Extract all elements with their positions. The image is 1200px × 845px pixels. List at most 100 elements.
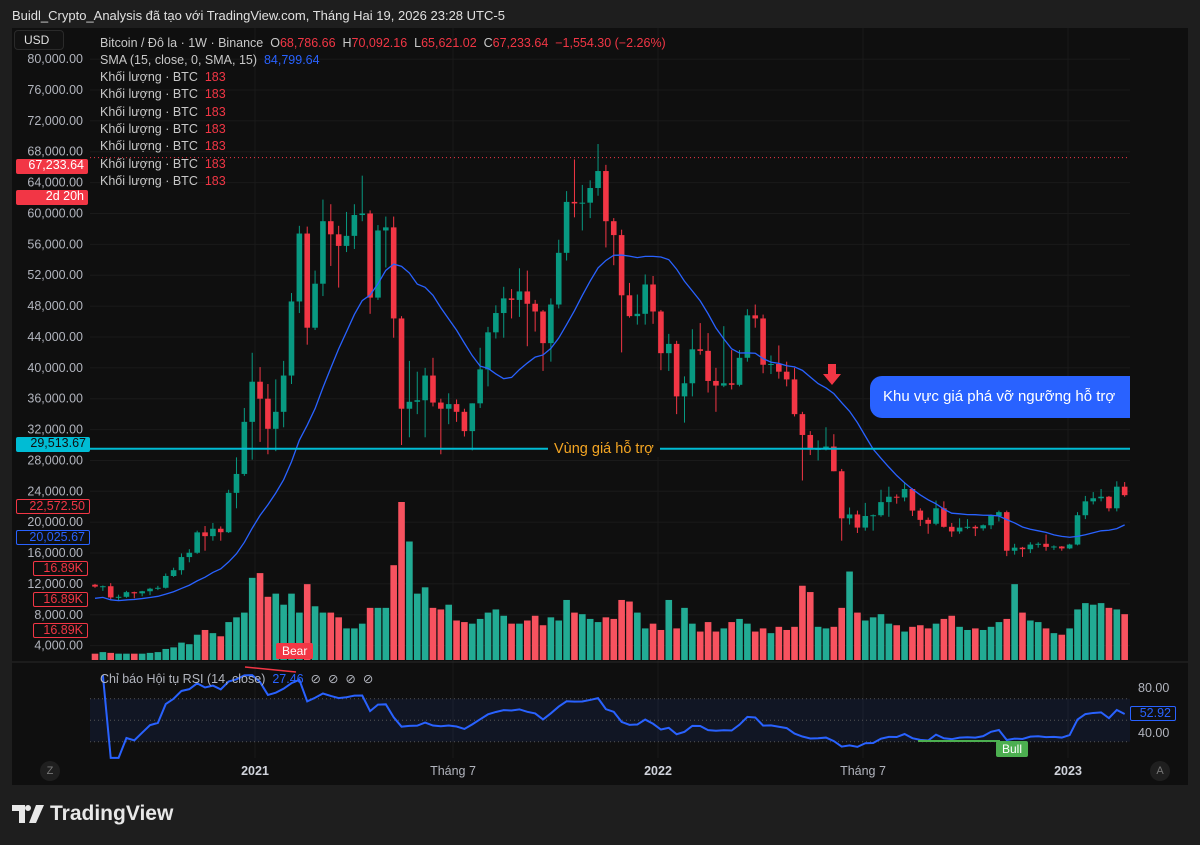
volume-bar bbox=[634, 612, 641, 660]
open-label: O bbox=[270, 36, 280, 50]
candle-body bbox=[178, 557, 185, 571]
volume-bar bbox=[814, 626, 822, 660]
candle-body bbox=[485, 332, 491, 370]
volume-bar bbox=[1003, 618, 1011, 660]
candle-body bbox=[100, 586, 106, 588]
candle-body bbox=[972, 526, 979, 529]
candle-body bbox=[335, 234, 342, 246]
volume-bar bbox=[602, 617, 610, 660]
candle-body bbox=[422, 375, 428, 401]
volume-legend[interactable]: Khối lượng · BTC 183 bbox=[100, 174, 226, 188]
candle-body bbox=[728, 383, 735, 385]
volume-bar bbox=[948, 615, 956, 660]
volume-bar bbox=[445, 604, 452, 660]
volume-bar bbox=[170, 647, 177, 660]
tradingview-logo[interactable]: TradingView bbox=[12, 802, 173, 826]
volume-bar bbox=[641, 628, 649, 660]
volume-bar bbox=[524, 620, 531, 660]
support-zone-label[interactable]: Vùng giá hỗ trợ bbox=[548, 441, 660, 457]
candle-body bbox=[1003, 512, 1010, 551]
volume-bar bbox=[225, 622, 232, 660]
candle-body bbox=[320, 221, 326, 284]
y-axis-tick: 44,000.00 bbox=[27, 330, 83, 344]
candle-body bbox=[461, 411, 468, 432]
candle-body bbox=[673, 343, 680, 397]
candle-body bbox=[524, 291, 531, 304]
volume-bar bbox=[791, 626, 798, 660]
volume-bar bbox=[280, 604, 287, 660]
close-value: 67,233.64 bbox=[492, 36, 549, 50]
volume-legend[interactable]: Khối lượng · BTC 183 bbox=[100, 105, 226, 119]
low-label: L bbox=[414, 36, 422, 50]
rsi-legend[interactable]: Chỉ báo Hội tụ RSI (14, close) 27.46 ⊘ ⊘… bbox=[100, 671, 373, 686]
volume-bar bbox=[508, 623, 515, 660]
auto-scale-button[interactable]: A bbox=[1150, 761, 1170, 781]
volume-legend[interactable]: Khối lượng · BTC 183 bbox=[100, 87, 226, 101]
volume-bar bbox=[319, 612, 327, 660]
volume-label: Khối lượng · BTC bbox=[100, 70, 198, 84]
candle-body bbox=[626, 295, 633, 317]
candle-body bbox=[162, 575, 169, 588]
volume-bar bbox=[696, 631, 704, 660]
symbol-name[interactable]: Bitcoin / Đô la · 1W · Binance bbox=[100, 36, 264, 50]
volume-bar bbox=[704, 622, 712, 660]
candle-body bbox=[665, 343, 672, 354]
x-axis-label: 2023 bbox=[1054, 764, 1082, 778]
volume-label: Khối lượng · BTC bbox=[100, 173, 198, 188]
x-axis-label: Tháng 7 bbox=[430, 764, 476, 778]
candle-body bbox=[886, 496, 892, 503]
candle-body bbox=[477, 369, 483, 404]
candle-body bbox=[1019, 547, 1026, 550]
currency-button[interactable]: USD bbox=[14, 30, 64, 50]
volume-value: 183 bbox=[204, 87, 226, 102]
candle-body bbox=[170, 570, 177, 576]
candle-body bbox=[870, 515, 876, 517]
volume-legend[interactable]: Khối lượng · BTC 183 bbox=[100, 70, 226, 84]
rsi-tick: 40.00 bbox=[1138, 726, 1170, 740]
volume-bar bbox=[248, 577, 256, 660]
volume-bar bbox=[131, 653, 138, 660]
candle-body bbox=[587, 188, 593, 203]
candle-body bbox=[453, 404, 460, 412]
volume-bar bbox=[657, 629, 665, 660]
support-price-badge: 29,513.67 bbox=[16, 437, 90, 452]
volume-legend[interactable]: Khối lượng · BTC 183 bbox=[100, 122, 226, 136]
volume-bar bbox=[1089, 604, 1097, 660]
x-axis-label: 2021 bbox=[241, 764, 269, 778]
volume-bar bbox=[374, 607, 382, 660]
candle-body bbox=[799, 414, 806, 435]
hidden-value-icon: ⊘ bbox=[362, 672, 374, 686]
candle-body bbox=[217, 528, 224, 533]
candle-body bbox=[705, 350, 711, 381]
hidden-value-icon: ⊘ bbox=[310, 672, 322, 686]
volume-legend[interactable]: Khối lượng · BTC 183 bbox=[100, 139, 226, 153]
volume-bar bbox=[107, 652, 115, 660]
volume-bar bbox=[885, 623, 893, 660]
open-value: 68,786.66 bbox=[279, 36, 336, 50]
breakdown-callout[interactable]: Khu vực giá phá vỡ ngưỡng hỗ trợ bbox=[870, 376, 1130, 418]
volume-bar bbox=[1066, 628, 1073, 660]
volume-bar bbox=[476, 618, 484, 660]
candle-body bbox=[532, 303, 538, 312]
volume-bar bbox=[288, 593, 295, 660]
high-value: 70,092.16 bbox=[351, 36, 408, 50]
volume-label: Khối lượng · BTC bbox=[100, 156, 198, 171]
sma-legend[interactable]: SMA (15, close, 0, SMA, 15) 84,799.64 bbox=[100, 53, 320, 67]
candle-body bbox=[493, 313, 499, 333]
candle-body bbox=[1051, 546, 1057, 548]
log-scale-button[interactable]: Z bbox=[40, 761, 60, 781]
volume-bar bbox=[626, 601, 633, 660]
volume-bar bbox=[209, 633, 217, 660]
candle-body bbox=[768, 363, 774, 365]
volume-bar bbox=[1097, 603, 1105, 660]
candle-body bbox=[964, 526, 971, 528]
volume-legend[interactable]: Khối lượng · BTC 183 bbox=[100, 157, 226, 171]
volume-bar bbox=[767, 633, 775, 660]
candle-body bbox=[909, 488, 916, 511]
candle-body bbox=[288, 301, 295, 376]
candle-body bbox=[807, 434, 814, 450]
volume-bar bbox=[924, 628, 932, 660]
sma-line bbox=[94, 254, 1125, 602]
low-value: 65,621.02 bbox=[421, 36, 477, 50]
